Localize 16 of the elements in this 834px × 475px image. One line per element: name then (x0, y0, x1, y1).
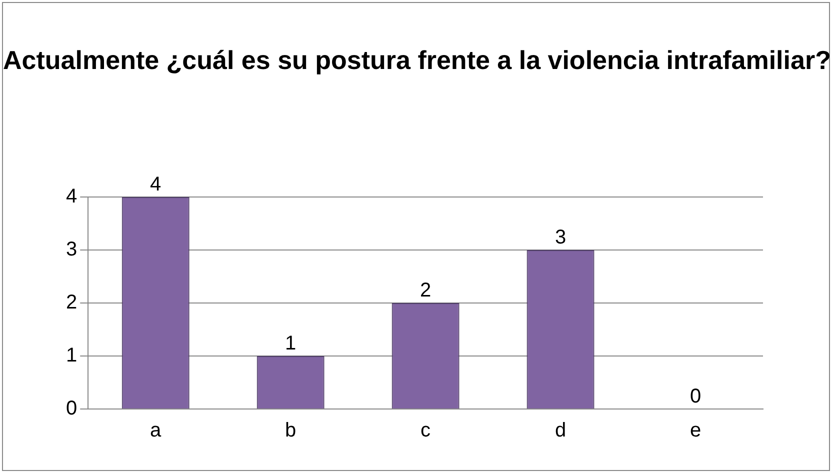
chart-title: Actualmente ¿cuál es su postura frente a la violencia intrafamiliar? (3, 44, 831, 77)
data-label: 3 (554, 226, 566, 249)
x-tick-label: e (690, 420, 702, 442)
x-tick-label: c (420, 420, 431, 442)
data-label: 4 (150, 174, 162, 196)
y-tick-label: 1 (66, 344, 78, 367)
x-tick-label: d (554, 420, 566, 442)
data-label: 1 (285, 332, 296, 355)
y-tick-label: 3 (66, 238, 78, 261)
x-tick-label: a (150, 420, 162, 442)
y-tick-label: 2 (66, 292, 78, 314)
x-tick-label: b (285, 420, 296, 442)
y-tick-label: 4 (66, 186, 78, 208)
y-tick-label: 0 (66, 398, 78, 420)
data-label: 0 (690, 386, 702, 408)
data-label: 2 (420, 280, 432, 302)
